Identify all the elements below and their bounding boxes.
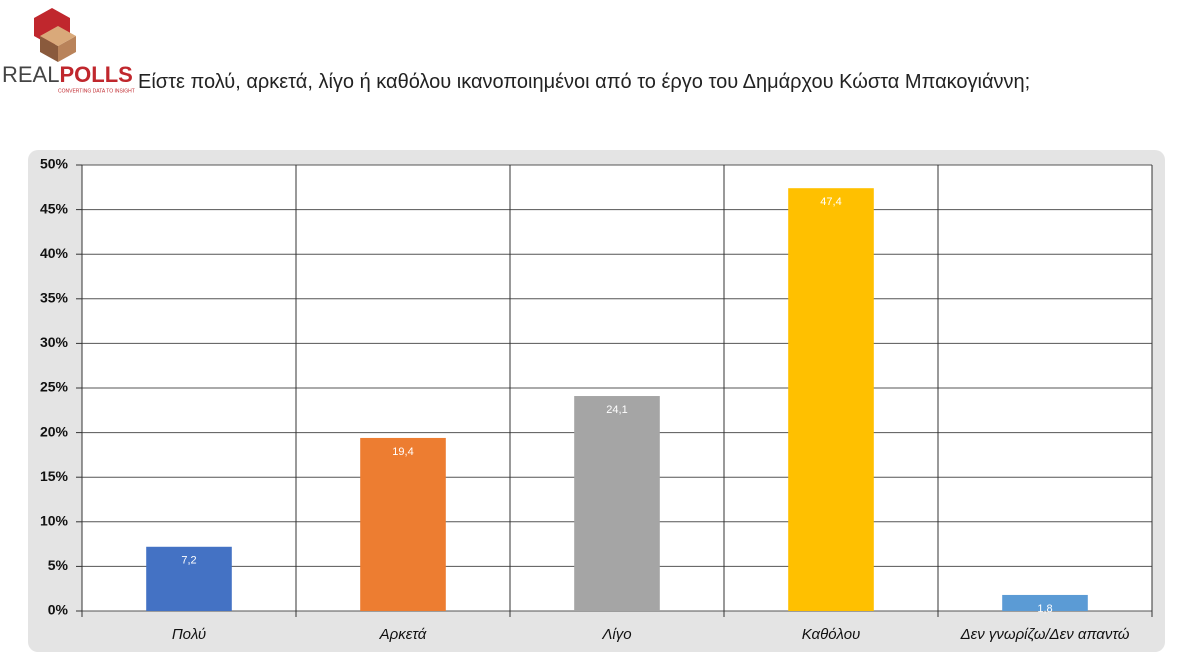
x-tick-label: Αρκετά [379, 626, 427, 643]
value-label: 24,1 [606, 404, 627, 416]
chart-title: Είστε πολύ, αρκετά, λίγο ή καθόλου ικανο… [138, 71, 1031, 93]
logo-cube [40, 26, 76, 46]
logo-text: REALPOLLS [2, 62, 133, 87]
y-tick-label: 45% [40, 200, 69, 216]
x-tick-label: Λίγο [601, 626, 631, 643]
y-tick-label: 5% [48, 557, 69, 573]
bar [574, 396, 660, 611]
y-tick-label: 10% [40, 513, 69, 529]
logo-cube [58, 36, 76, 62]
bar [788, 188, 874, 611]
bar [146, 546, 232, 611]
x-tick-label: Καθόλου [802, 626, 861, 643]
value-label: 7,2 [181, 555, 196, 567]
value-label: 47,4 [820, 196, 841, 208]
y-tick-label: 15% [40, 468, 69, 484]
bar [360, 437, 446, 611]
logo: REALPOLLS CONVERTING DATA TO INSIGHT [2, 8, 135, 94]
y-tick-label: 50% [40, 156, 69, 172]
y-tick-label: 30% [40, 334, 69, 350]
value-label: 1,8 [1037, 603, 1052, 615]
y-tick-label: 25% [40, 379, 69, 395]
y-tick-label: 0% [48, 602, 69, 618]
logo-tagline: CONVERTING DATA TO INSIGHT [58, 88, 135, 94]
y-tick-label: 35% [40, 290, 69, 306]
y-tick-label: 20% [40, 423, 69, 439]
bar [1002, 594, 1088, 611]
x-tick-label: Δεν γνωρίζω/Δεν απαντώ [960, 626, 1130, 643]
logo-cube [40, 36, 58, 62]
value-label: 19,4 [392, 446, 413, 458]
x-tick-label: Πολύ [172, 626, 206, 643]
y-tick-label: 40% [40, 245, 69, 261]
